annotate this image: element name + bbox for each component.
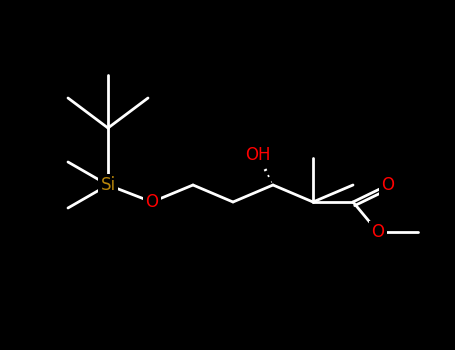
Text: O: O (381, 176, 394, 194)
Text: O: O (371, 223, 384, 241)
Text: Si: Si (101, 176, 116, 194)
Text: O: O (146, 193, 158, 211)
Text: OH: OH (245, 146, 271, 164)
